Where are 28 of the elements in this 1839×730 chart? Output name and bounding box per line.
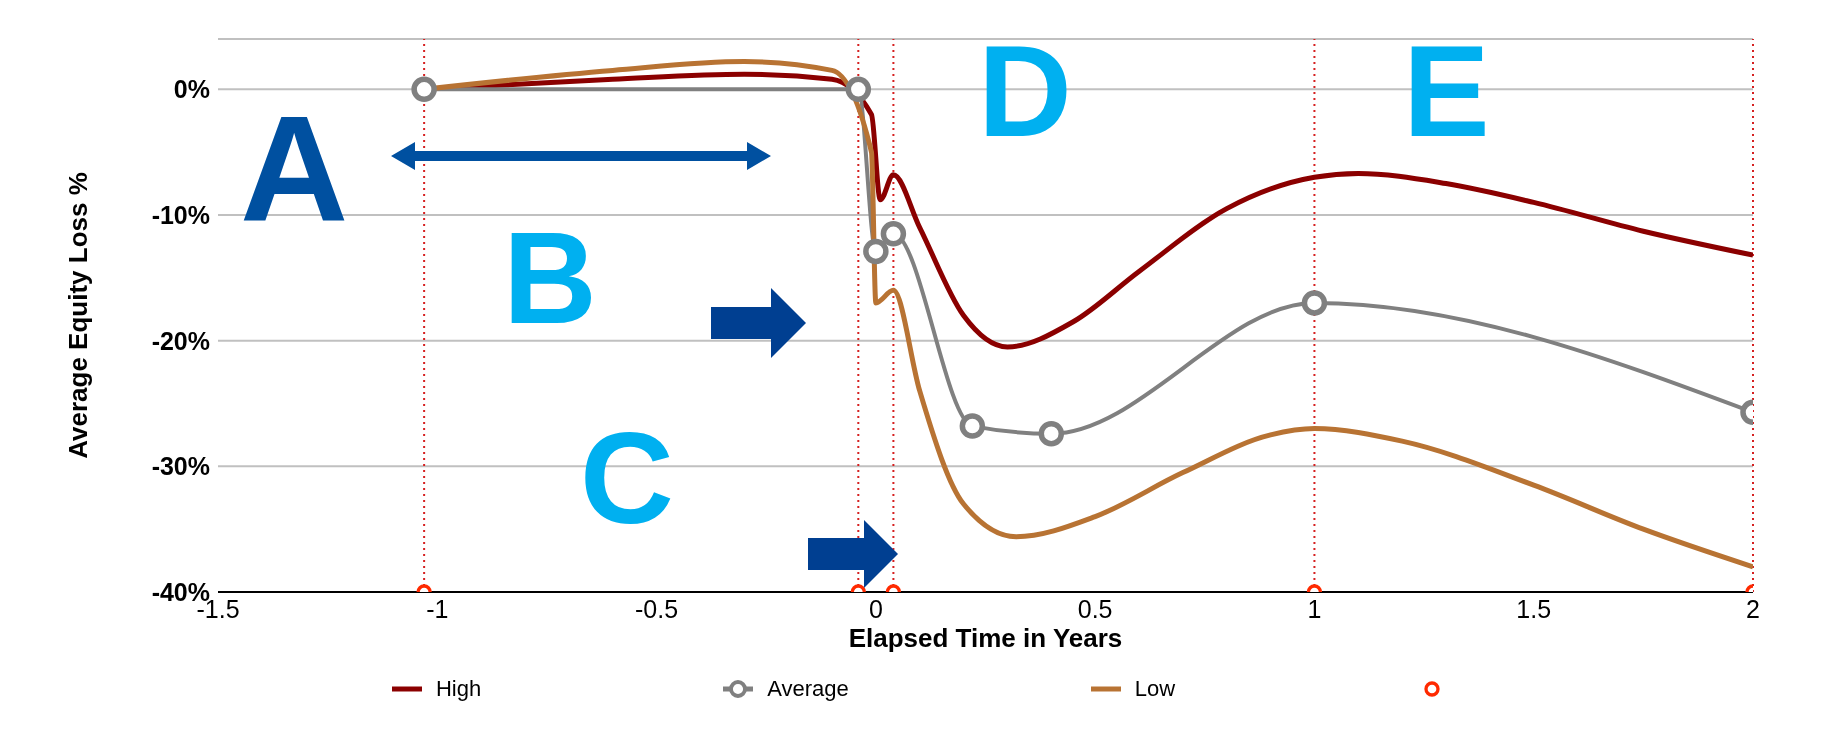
y-tick-label: -30% bbox=[151, 452, 210, 481]
legend-label: High bbox=[435, 676, 482, 702]
y-tick-label: -20% bbox=[151, 326, 210, 355]
legend-label: Average bbox=[767, 676, 849, 702]
x-axis-title: Elapsed Time in Years bbox=[848, 623, 1123, 653]
legend-label: Low bbox=[1134, 676, 1176, 702]
annotation: E bbox=[1403, 18, 1490, 164]
x-tick-label: -1 bbox=[426, 594, 449, 623]
x-tick-label: 0 bbox=[868, 594, 883, 623]
point bbox=[863, 238, 889, 265]
point bbox=[845, 76, 872, 103]
x-tick-label: -0.5 bbox=[635, 594, 679, 623]
y-tick-label: 0% bbox=[173, 75, 210, 104]
x-tick-label: 1.5 bbox=[1516, 594, 1552, 623]
x-tick-label: 0.5 bbox=[1077, 594, 1113, 623]
annotation: B bbox=[503, 205, 597, 351]
annotation: A bbox=[240, 84, 349, 252]
annotation: D bbox=[978, 18, 1072, 164]
x-tick-label: 2 bbox=[1746, 594, 1760, 623]
point bbox=[959, 413, 986, 439]
point bbox=[1301, 290, 1328, 316]
x-tick-label: 1 bbox=[1307, 594, 1322, 623]
point bbox=[1038, 420, 1065, 447]
annotation: C bbox=[580, 405, 674, 551]
point bbox=[880, 221, 907, 247]
point bbox=[411, 76, 437, 103]
y-tick-label: -10% bbox=[151, 200, 210, 229]
y-axis-title: Average Equity Loss % bbox=[63, 172, 94, 459]
